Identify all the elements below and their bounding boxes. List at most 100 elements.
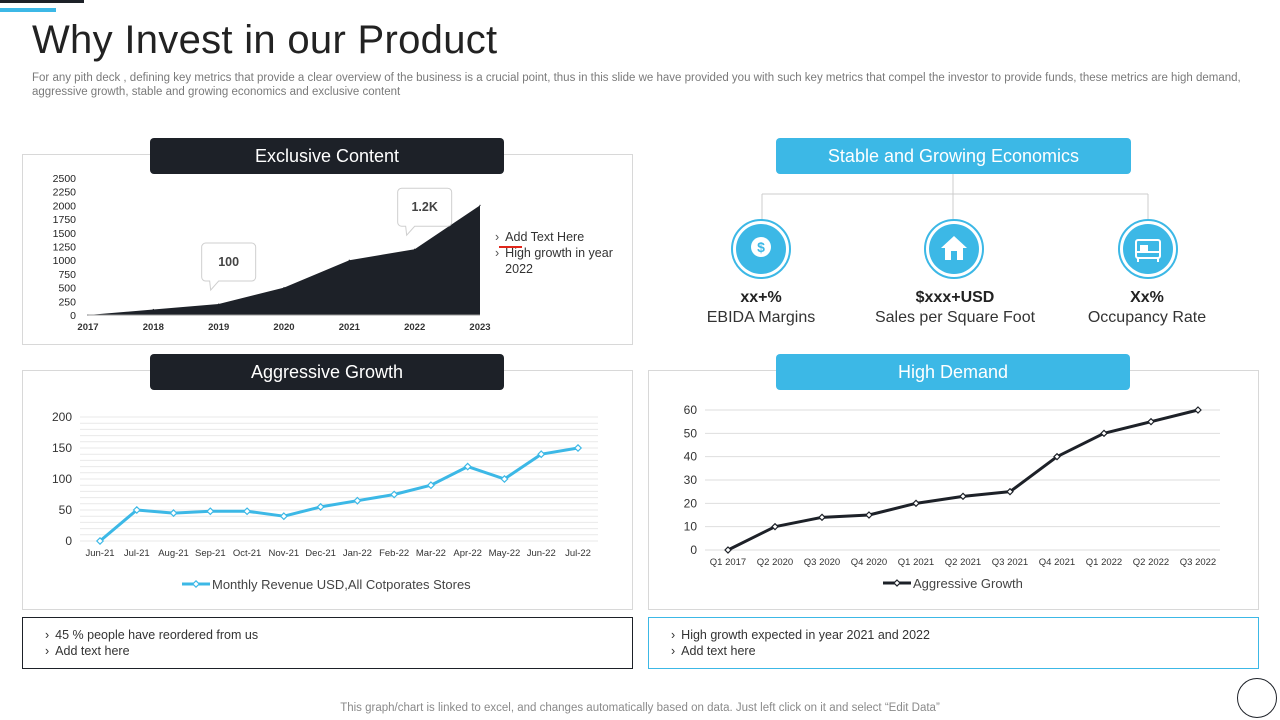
y-tick-label: 50	[59, 503, 73, 517]
aggressive-growth-panel	[22, 370, 633, 610]
economics-value: xx+%	[740, 289, 782, 306]
data-point	[316, 502, 325, 511]
data-point	[132, 505, 141, 515]
y-tick-label: 200	[52, 410, 72, 424]
data-point	[912, 499, 920, 508]
y-tick-label: 40	[684, 450, 698, 464]
y-tick-label: 0	[65, 534, 72, 548]
legend-label: Aggressive Growth	[913, 576, 1023, 591]
x-tick-label: Q1 2017	[710, 557, 746, 568]
x-tick-label: Q2 2022	[1133, 557, 1169, 568]
high-demand-notes: › High growth expected in year 2021 and 2…	[648, 617, 1259, 669]
x-tick-label: Sep-21	[195, 548, 226, 559]
area-series	[88, 205, 480, 315]
x-tick-label: Feb-22	[379, 548, 409, 559]
x-tick-label: Aug-21	[158, 548, 189, 559]
economics-connector-lines	[761, 174, 1149, 220]
x-tick-label: 2023	[469, 322, 490, 333]
callout-label: 1.2K	[411, 200, 437, 214]
house-icon	[923, 218, 985, 280]
dollar-icon: $	[730, 218, 792, 280]
economics-header: Stable and Growing Economics	[776, 138, 1131, 174]
high-demand-chart[interactable]: 0 10 20 30 40 50 60 Q1 2017 Q2 2020 Q3 2020 Q4 202…	[655, 398, 1250, 602]
y-tick-label: 100	[52, 472, 72, 486]
data-point	[463, 462, 472, 471]
top-accent-bar-blue	[0, 8, 56, 12]
y-tick-label: 500	[58, 283, 76, 295]
y-tick-label: 1500	[53, 228, 77, 240]
economics-value: Xx%	[1130, 289, 1164, 306]
bullet-item: › Add text here	[671, 644, 756, 658]
data-point	[206, 507, 215, 516]
data-point	[537, 450, 546, 459]
exclusive-content-header: Exclusive Content	[150, 138, 504, 174]
aggressive-growth-chart[interactable]: 0 50 100 150 200 Jun-21 Jul-21 Aug-21 Sep-21 Oct-…	[30, 400, 620, 602]
y-tick-label: 30	[684, 473, 698, 487]
data-point	[865, 511, 873, 519]
y-tick-label: 2250	[53, 187, 77, 199]
legend: Monthly Revenue USD,All Cotporates Store…	[182, 577, 471, 592]
x-tick-label: 2018	[143, 322, 164, 333]
data-point	[414, 248, 416, 250]
x-tick-label: 2017	[77, 322, 98, 333]
series-line	[99, 446, 579, 543]
x-tick-label: Jun-22	[527, 548, 556, 559]
x-tick-label: Jul-21	[124, 548, 150, 559]
data-point	[1194, 406, 1202, 414]
x-tick-label: Nov-21	[269, 548, 300, 559]
y-tick-label: 250	[58, 296, 76, 308]
data-point	[218, 303, 220, 305]
economics-item-ebida: xx+% EBIDA Margins	[676, 289, 846, 327]
red-mark	[499, 246, 522, 248]
callout: 1.2K	[397, 187, 453, 237]
aggressive-growth-notes: › 45 % people have reordered from us › Add…	[22, 617, 633, 669]
data-point	[1147, 417, 1155, 426]
bullet-item: › Add Text Here	[495, 230, 585, 244]
data-point	[573, 443, 583, 453]
bullet-item: › High growth in year 2022	[495, 246, 613, 276]
aggressive-growth-header: Aggressive Growth	[150, 354, 504, 390]
data-point	[353, 496, 362, 505]
y-tick-label: 50	[684, 426, 698, 440]
bed-icon	[1117, 218, 1179, 280]
x-tick-label: Apr-22	[453, 548, 482, 559]
legend-label: Monthly Revenue USD,All Cotporates Store…	[212, 577, 471, 592]
economics-item-occupancy: Xx% Occupancy Rate	[1062, 289, 1232, 327]
callout: 100	[201, 242, 257, 292]
x-tick-label: 2019	[208, 322, 229, 333]
data-point	[818, 513, 826, 522]
y-tick-label: 0	[70, 310, 76, 322]
x-tick-label: Q4 2020	[851, 557, 887, 568]
x-tick-label: Jan-22	[343, 548, 372, 559]
data-point	[426, 481, 435, 490]
y-tick-label: 0	[690, 543, 697, 557]
callout-bubble	[397, 187, 453, 237]
x-tick-label: Q4 2021	[1039, 557, 1075, 568]
legend: Aggressive Growth	[883, 576, 1023, 591]
data-point	[500, 474, 509, 484]
data-point	[243, 507, 252, 516]
y-tick-label: 1750	[53, 214, 77, 226]
top-accent-bar	[0, 0, 84, 3]
data-point	[479, 204, 481, 206]
x-tick-label: Q3 2021	[992, 557, 1028, 568]
data-point	[771, 522, 779, 531]
x-tick-label: Jun-21	[85, 548, 114, 559]
bullet-item: › 45 % people have reordered from us	[45, 628, 259, 642]
y-tick-label: 1000	[53, 255, 77, 267]
x-tick-label: Q1 2022	[1086, 557, 1122, 568]
x-tick-label: Q2 2020	[757, 557, 793, 568]
data-point	[95, 536, 105, 546]
legend-marker	[191, 579, 201, 589]
x-tick-label: 2021	[339, 322, 361, 333]
high-demand-header: High Demand	[776, 354, 1130, 390]
bullet-item: › High growth expected in year 2021 and 2…	[671, 628, 930, 642]
page-subtitle: For any pith deck , defining key metrics…	[32, 72, 1241, 98]
page-title: Why Invest in our Product	[32, 18, 498, 62]
bullet-item: › Add text here	[45, 644, 130, 658]
y-tick-label: 20	[684, 496, 698, 510]
corner-circle	[1237, 678, 1277, 718]
y-tick-label: 10	[684, 520, 698, 534]
economics-value: $xxx+USD	[915, 289, 995, 306]
exclusive-content-chart[interactable]: 0250500750100012501500175020002250250020…	[30, 170, 500, 340]
